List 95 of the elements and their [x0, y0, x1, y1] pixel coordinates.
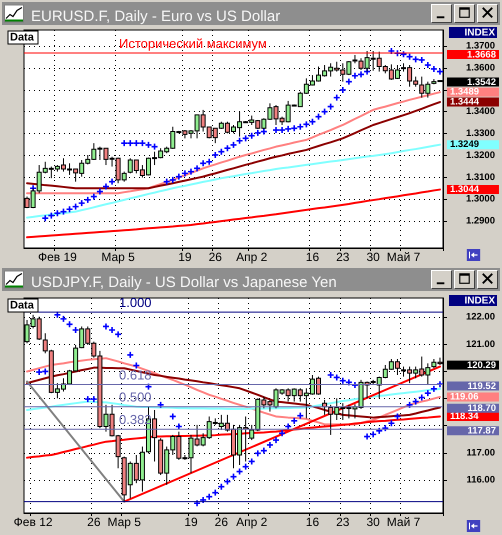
annotation: 0.618 — [119, 367, 152, 382]
y-tick-label: 122.00 — [466, 312, 495, 323]
point — [90, 395, 98, 403]
point — [236, 468, 244, 476]
point — [41, 368, 50, 376]
point — [296, 412, 304, 420]
y-tick-label: 1.3100 — [466, 172, 495, 183]
x-tick-label: 30 — [366, 515, 380, 529]
point — [278, 429, 286, 438]
annotation: Data — [10, 300, 35, 312]
y-tick-label: 1.3200 — [466, 150, 495, 161]
annotation: 1.000 — [119, 295, 152, 310]
x-tick-label: 19 — [178, 250, 192, 264]
point — [132, 362, 140, 370]
x-tick-label: Мар 5 — [107, 515, 142, 529]
data-label: 118.34 — [450, 410, 480, 422]
y-tick-label: 117.00 — [466, 447, 495, 458]
y-tick-label: 1.2900 — [466, 216, 495, 227]
x-tick-label: 16 — [306, 250, 320, 264]
annotation: Data — [10, 32, 35, 44]
point — [193, 499, 201, 508]
y-tick-label: 1.3300 — [466, 128, 495, 140]
data-label: 1.3044 — [450, 184, 480, 196]
text: INDEX — [464, 28, 496, 38]
point — [205, 492, 214, 501]
point — [211, 488, 220, 496]
ref-line-label: 119.52 — [467, 380, 496, 392]
x-tick-label: 26 — [214, 515, 228, 529]
x-tick-label: Мар 5 — [101, 250, 136, 264]
x-tick-label: 23 — [336, 515, 350, 529]
annotation: 0.500 — [119, 390, 152, 405]
point — [242, 462, 250, 470]
point — [126, 351, 134, 359]
point — [406, 401, 414, 409]
point — [375, 427, 384, 435]
y-tick-label: 1.3000 — [466, 194, 495, 205]
point — [266, 441, 274, 449]
point — [363, 432, 371, 440]
x-tick-label: Фев 19 — [38, 250, 78, 264]
annotation: Исторический максимум — [119, 36, 267, 51]
y-tick-label: 1.3600 — [466, 62, 495, 74]
point — [369, 430, 377, 438]
data-label: 1.3249 — [450, 139, 480, 150]
y-tick-label: 116.00 — [466, 474, 495, 486]
y-tick-label: 1.3700 — [466, 40, 495, 52]
text: 120.29 — [466, 360, 496, 372]
point — [156, 401, 164, 409]
text: 1.3542 — [466, 77, 496, 88]
point — [260, 446, 268, 454]
point — [436, 380, 444, 388]
point — [424, 389, 432, 397]
point — [412, 398, 420, 406]
text: INDEX — [464, 296, 496, 306]
point — [168, 412, 177, 420]
point — [272, 436, 280, 444]
x-tick-label: Апр 2 — [236, 515, 268, 529]
point — [382, 424, 390, 432]
point — [72, 326, 80, 334]
x-tick-label: 26 — [208, 250, 222, 264]
chart-title: EURUSD.F, Daily - Euro vs US Dollar — [31, 8, 280, 25]
x-tick-label: Апр 2 — [236, 250, 268, 264]
x-tick-label: Фев 12 — [14, 515, 53, 529]
point — [394, 412, 402, 420]
data-label: 1.3489 — [450, 86, 480, 98]
data-label: 1.3444 — [450, 96, 480, 108]
line-series — [26, 188, 441, 238]
point — [430, 385, 438, 393]
point — [35, 368, 43, 376]
point — [84, 395, 92, 403]
point — [254, 450, 262, 458]
ref-line-label: 1.3668 — [466, 49, 496, 60]
x-tick-label: 26 — [87, 515, 101, 529]
point — [144, 382, 152, 390]
line-series — [26, 144, 441, 219]
line-series — [26, 388, 441, 411]
point — [66, 320, 74, 328]
point — [388, 419, 396, 428]
x-tick-label: 19 — [184, 515, 198, 529]
point — [290, 417, 298, 425]
chart-title: USDJPY.F, Daily - US Dollar vs Japanese Yen — [31, 274, 337, 291]
x-tick-label: 23 — [336, 250, 350, 264]
point — [224, 478, 232, 486]
x-tick-label: 16 — [306, 515, 320, 529]
data-label: 119.06 — [450, 391, 479, 402]
point — [418, 394, 426, 402]
y-tick-label: 1.3400 — [466, 106, 495, 118]
x-tick-label: Май 7 — [386, 250, 421, 264]
point — [218, 482, 226, 490]
y-tick-label: 121.00 — [466, 338, 495, 350]
point — [230, 472, 238, 480]
point — [248, 458, 256, 466]
x-tick-label: Май 7 — [386, 515, 421, 529]
ref-line-label: 117.87 — [467, 426, 496, 437]
point — [199, 496, 207, 504]
x-tick-label: 30 — [366, 250, 380, 264]
